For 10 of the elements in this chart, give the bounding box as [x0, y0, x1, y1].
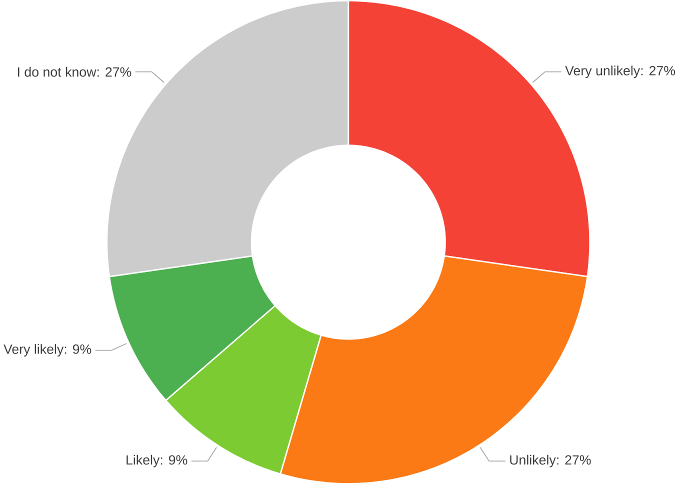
slice-label: Unlikely [510, 454, 556, 468]
slice-label: Very likely [4, 344, 64, 356]
slice-label: Very unlikely [565, 65, 640, 78]
slice-label: Likely [126, 454, 160, 468]
data-label: : 9% [64, 344, 92, 354]
data-label: : 9% [160, 455, 188, 464]
slice-label: I do not know [18, 66, 96, 77]
data-label: : 27% [557, 455, 591, 464]
data-label: : 27% [97, 67, 132, 76]
data-label: : 27% [641, 66, 676, 76]
